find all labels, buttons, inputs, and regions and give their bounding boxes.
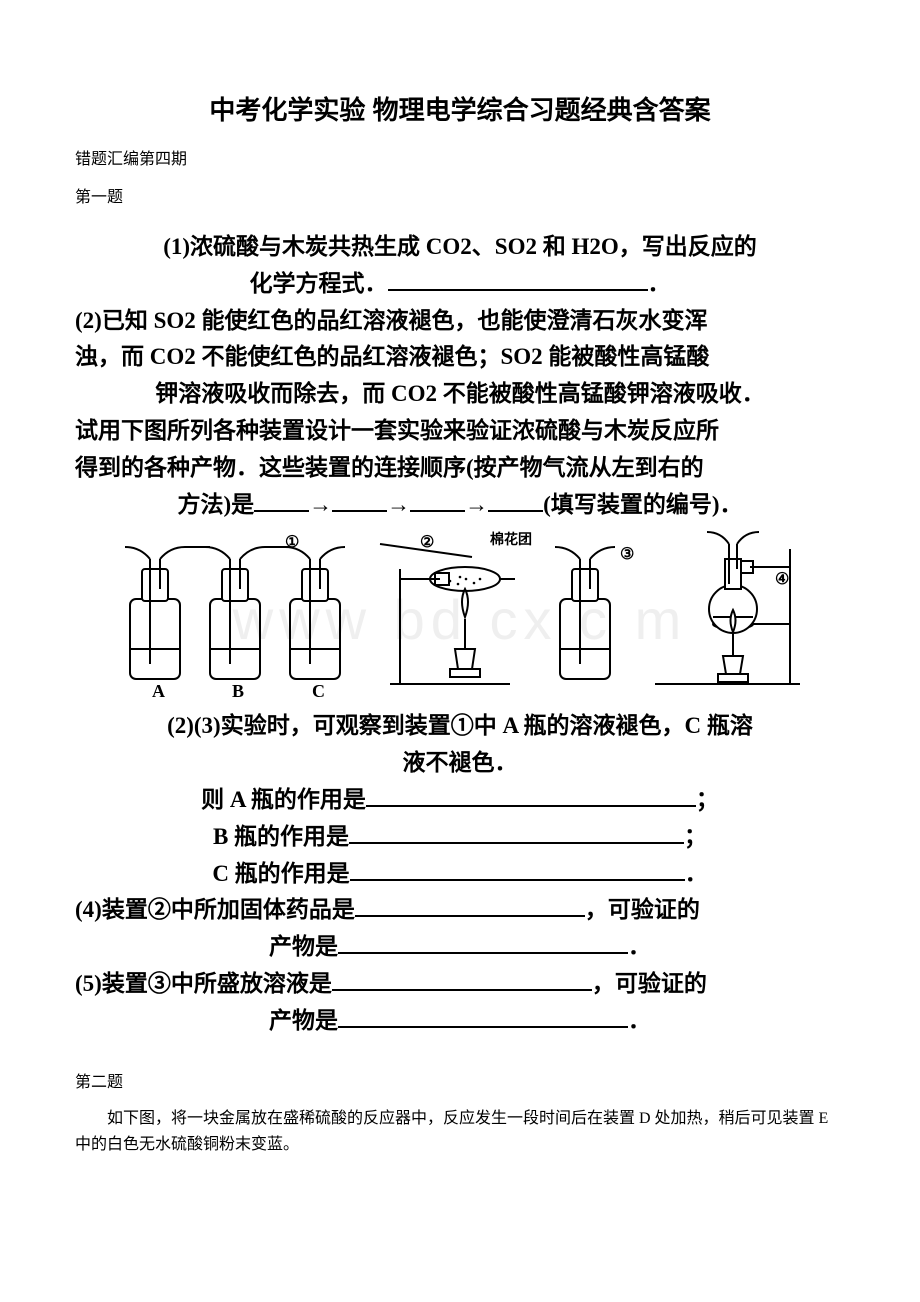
- arrow-3: →: [465, 492, 488, 517]
- meta-line-1: 错题汇编第四期: [75, 145, 845, 169]
- q1-p9c: 产物是: [269, 1008, 338, 1033]
- q1-p1a: (1)浓硫酸与木炭共热生成 CO2、SO2 和 H2O，写出反应的: [163, 234, 757, 259]
- svg-text:③: ③: [620, 546, 634, 563]
- q1-p7a: C 瓶的作用是: [212, 861, 349, 886]
- blank-order-3: [410, 489, 465, 512]
- blank-order-4: [488, 489, 543, 512]
- question-2: 第二题 如下图，将一块金属放在盛稀硫酸的反应器中，反应发生一段时间后在装置 D …: [75, 1070, 845, 1159]
- svg-text:B: B: [232, 681, 244, 701]
- q1-p9d: ．: [628, 1008, 651, 1033]
- q1-p3c-a: 方法)是: [178, 492, 255, 517]
- q1-p6b: ；: [684, 824, 707, 849]
- q1-p2c: 钾溶液吸收而除去，而 CO2 不能被酸性高锰酸钾溶液吸收．: [155, 381, 765, 406]
- svg-text:A: A: [152, 681, 165, 701]
- question-1: (1)浓硫酸与木炭共热生成 CO2、SO2 和 H2O，写出反应的 化学方程式．…: [75, 229, 845, 1040]
- q1-p5b: ；: [696, 787, 719, 812]
- q1-p3b: 得到的各种产物．这些装置的连接顺序(按产物气流从左到右的: [75, 455, 704, 480]
- blank-product-2: [338, 931, 628, 954]
- arrow-1: →: [309, 492, 332, 517]
- blank-order-2: [332, 489, 387, 512]
- q1-p1b: 化学方程式．: [250, 271, 388, 296]
- q1-p9b: ，可验证的: [592, 971, 707, 996]
- svg-text:④: ④: [775, 571, 789, 588]
- q1-p7b: ．: [685, 861, 708, 886]
- apparatus-diagram: www bd cx c m ① A: [75, 529, 845, 704]
- svg-text:C: C: [312, 681, 325, 701]
- blank-solution: [332, 968, 592, 991]
- q1-p8b: ，可验证的: [585, 897, 700, 922]
- blank-c: [350, 858, 685, 881]
- q1-p9a: (5)装置③中所盛放溶液是: [75, 971, 332, 996]
- q1-p6a: B 瓶的作用是: [213, 824, 349, 849]
- q1-p8a: (4)装置②中所加固体药品是: [75, 897, 355, 922]
- meta-line-2: 第一题: [75, 183, 845, 207]
- q2-body: 如下图，将一块金属放在盛稀硫酸的反应器中，反应发生一段时间后在装置 D 处加热，…: [75, 1106, 845, 1159]
- q1-p2a: (2)已知 SO2 能使红色的品红溶液褪色，也能使澄清石灰水变浑: [75, 308, 708, 333]
- svg-text:www bd cx c m: www bd cx c m: [232, 588, 688, 651]
- svg-text:②: ②: [420, 534, 434, 551]
- blank-b: [349, 821, 684, 844]
- arrow-2: →: [387, 492, 410, 517]
- q1-p1c: ．: [648, 271, 671, 296]
- blank-equation: [388, 268, 648, 291]
- q1-p3c-b: (填写装置的编号)．: [543, 492, 742, 517]
- q1-p2b: 浊，而 CO2 不能使红色的品红溶液褪色；SO2 能被酸性高锰酸: [75, 344, 709, 369]
- q1-p3a: 试用下图所列各种装置设计一套实验来验证浓硫酸与木炭反应所: [75, 418, 719, 443]
- q1-p8d: ．: [628, 934, 651, 959]
- q1-p4a: (2)(3)实验时，可观察到装置①中 A 瓶的溶液褪色，C 瓶溶: [167, 713, 753, 738]
- svg-text:棉花团: 棉花团: [490, 531, 532, 548]
- q1-p4b: 液不褪色．: [403, 750, 518, 775]
- q1-p8c: 产物是: [269, 934, 338, 959]
- blank-a: [366, 784, 696, 807]
- blank-product-3: [338, 1005, 628, 1028]
- q2-label: 第二题: [75, 1070, 845, 1096]
- q1-p5a: 则 A 瓶的作用是: [201, 787, 366, 812]
- page-title: 中考化学实验 物理电学综合习题经典含答案: [75, 90, 845, 127]
- blank-solid: [355, 895, 585, 918]
- blank-order-1: [254, 489, 309, 512]
